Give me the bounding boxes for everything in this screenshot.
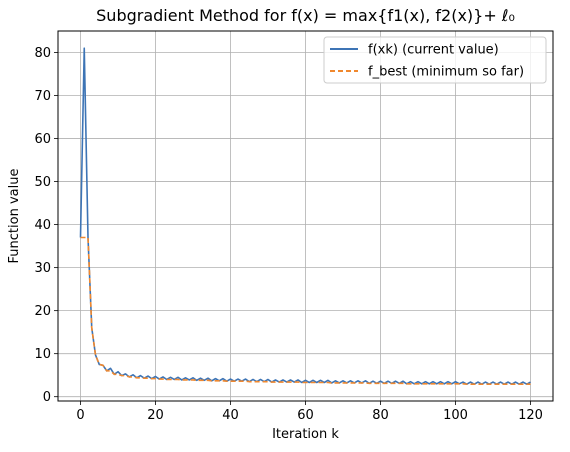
y-tick-label: 40	[34, 218, 51, 233]
legend-label-best-value: f_best (minimum so far)	[368, 65, 524, 80]
series-line-current-value	[79, 47, 531, 386]
y-tick-label: 20	[34, 304, 51, 319]
y-tick-label: 30	[34, 261, 51, 276]
y-tick-label: 10	[34, 347, 51, 362]
axis-ticks: 0 20 40 60 80 100 120 0 10 20 30 40 50 60 70 80	[34, 46, 542, 423]
legend: f(xk) (current value) f_best (minimum so…	[323, 36, 547, 84]
series-line-best-value	[80, 236, 531, 386]
legend-label-current-value: f(xk) (current value)	[368, 43, 499, 58]
y-tick-label: 0	[43, 390, 51, 405]
x-axis-label: Iteration k	[272, 427, 339, 442]
y-axis-label: Function value	[7, 169, 22, 264]
chart-title: Subgradient Method for f(x) = max{f1(x),…	[96, 6, 515, 25]
legend-box	[323, 36, 547, 84]
x-tick-label: 0	[76, 408, 84, 423]
x-tick-label: 40	[222, 408, 239, 423]
y-tick-label: 70	[34, 89, 51, 104]
x-tick-label: 60	[297, 408, 314, 423]
series-lines	[79, 47, 531, 386]
y-tick-label: 50	[34, 175, 51, 190]
y-tick-label: 60	[34, 132, 51, 147]
grid-lines	[58, 31, 553, 401]
x-tick-label: 100	[443, 408, 468, 423]
x-tick-label: 80	[372, 408, 389, 423]
x-tick-label: 120	[518, 408, 543, 423]
y-tick-label: 80	[34, 46, 51, 61]
x-tick-label: 20	[147, 408, 164, 423]
